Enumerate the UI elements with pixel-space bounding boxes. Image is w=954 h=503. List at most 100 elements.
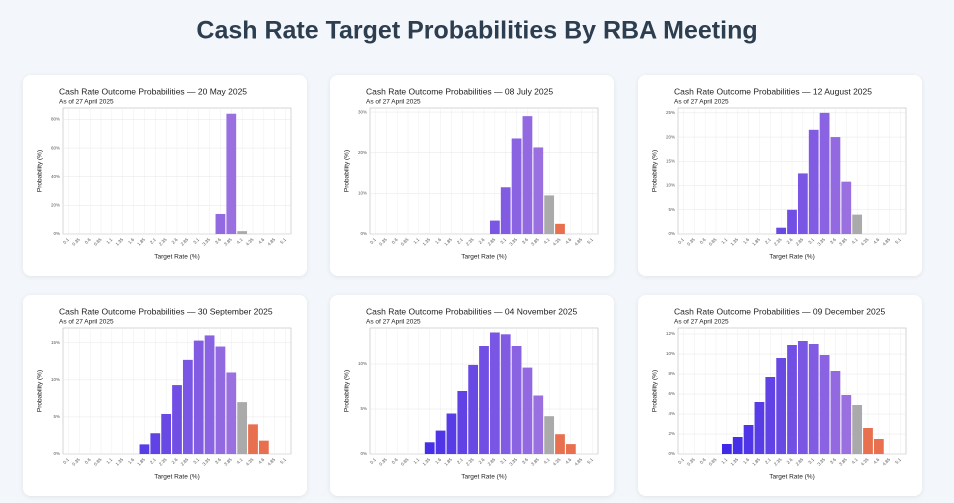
bar bbox=[258, 440, 269, 454]
x-tick-label: 0.6 bbox=[699, 457, 707, 465]
x-tick-label: 1.1 bbox=[105, 237, 113, 245]
x-tick-label: 3.35 bbox=[508, 237, 518, 247]
bar bbox=[489, 220, 500, 234]
y-tick-label: 25% bbox=[666, 110, 675, 115]
bar bbox=[237, 231, 248, 234]
x-tick-label: 0.35 bbox=[686, 237, 696, 247]
x-tick-label: 0.6 bbox=[699, 237, 707, 245]
x-tick-label: 4.35 bbox=[245, 457, 255, 467]
x-axis-label: Target Rate (%) bbox=[461, 474, 507, 481]
x-tick-label: 3.6 bbox=[829, 237, 837, 245]
chart-subtitle: As of 27 April 2025 bbox=[674, 319, 729, 326]
x-tick-label: 2.35 bbox=[158, 237, 168, 247]
chart-title: Cash Rate Outcome Probabilities — 08 Jul… bbox=[366, 86, 553, 96]
x-tick-label: 4.6 bbox=[872, 457, 880, 465]
x-tick-label: 3.35 bbox=[816, 237, 826, 247]
bar bbox=[776, 358, 787, 454]
bar bbox=[830, 137, 841, 234]
x-tick-label: 0.35 bbox=[71, 237, 81, 247]
bar bbox=[215, 346, 226, 454]
bar bbox=[841, 395, 852, 454]
x-axis-label: Target Rate (%) bbox=[461, 254, 507, 261]
x-tick-label: 1.35 bbox=[422, 237, 432, 247]
x-tick-label: 1.35 bbox=[730, 457, 740, 467]
x-tick-label: 5.1 bbox=[586, 457, 594, 465]
bar bbox=[841, 181, 852, 234]
x-tick-label: 5.1 bbox=[894, 457, 902, 465]
x-tick-label: 4.1 bbox=[543, 457, 551, 465]
bar bbox=[544, 416, 555, 454]
chart-title: Cash Rate Outcome Probabilities — 04 Nov… bbox=[366, 306, 577, 316]
x-tick-label: 1.6 bbox=[434, 237, 442, 245]
bar bbox=[743, 425, 754, 454]
x-tick-label: 2.85 bbox=[795, 237, 805, 247]
x-tick-label: 2.35 bbox=[158, 457, 168, 467]
x-tick-label: 2.6 bbox=[171, 457, 179, 465]
bar bbox=[754, 402, 765, 454]
y-tick-label: 0% bbox=[53, 451, 60, 456]
x-tick-label: 3.1 bbox=[807, 237, 815, 245]
x-tick-label: 0.1 bbox=[62, 457, 70, 465]
x-tick-label: 5.1 bbox=[894, 237, 902, 245]
x-tick-label: 4.85 bbox=[574, 237, 584, 247]
bar bbox=[500, 334, 511, 454]
bar bbox=[215, 213, 226, 234]
x-tick-label: 0.1 bbox=[62, 237, 70, 245]
x-tick-label: 1.85 bbox=[136, 237, 146, 247]
x-tick-label: 4.35 bbox=[552, 457, 562, 467]
y-tick-label: 10% bbox=[358, 361, 367, 366]
x-tick-label: 1.35 bbox=[422, 457, 432, 467]
x-tick-label: 2.35 bbox=[773, 237, 783, 247]
bar bbox=[172, 385, 182, 454]
x-axis-label: Target Rate (%) bbox=[769, 474, 815, 481]
x-tick-label: 2.85 bbox=[487, 237, 497, 247]
x-tick-label: 3.35 bbox=[201, 237, 211, 247]
x-tick-label: 3.35 bbox=[508, 457, 518, 467]
y-axis-label: Probability (%) bbox=[344, 370, 351, 412]
x-tick-label: 5.1 bbox=[279, 457, 287, 465]
x-tick-label: 0.85 bbox=[400, 457, 410, 467]
x-tick-label: 2.85 bbox=[487, 457, 497, 467]
bar bbox=[565, 444, 576, 454]
y-tick-label: 5% bbox=[668, 207, 675, 212]
y-tick-label: 20% bbox=[666, 134, 675, 139]
y-tick-label: 0% bbox=[360, 231, 367, 236]
chart-subtitle: As of 27 April 2025 bbox=[59, 319, 114, 326]
x-tick-label: 4.85 bbox=[882, 457, 892, 467]
y-tick-label: 0% bbox=[668, 231, 675, 236]
chart-title: Cash Rate Outcome Probabilities — 20 May… bbox=[59, 86, 247, 96]
bar bbox=[873, 439, 884, 454]
x-tick-label: 0.85 bbox=[93, 237, 103, 247]
bar bbox=[819, 112, 830, 234]
x-tick-label: 0.35 bbox=[71, 457, 81, 467]
y-axis-label: Probability (%) bbox=[652, 150, 659, 192]
x-tick-label: 3.85 bbox=[530, 457, 540, 467]
x-tick-label: 2.1 bbox=[456, 457, 464, 465]
y-axis-label: Probability (%) bbox=[37, 370, 44, 412]
x-tick-label: 2.6 bbox=[478, 457, 486, 465]
bar bbox=[819, 355, 830, 454]
y-tick-label: 60% bbox=[51, 145, 60, 150]
x-tick-label: 1.85 bbox=[751, 457, 761, 467]
x-tick-label: 2.1 bbox=[764, 457, 772, 465]
bar bbox=[787, 345, 797, 454]
x-tick-label: 1.85 bbox=[751, 237, 761, 247]
x-tick-label: 3.85 bbox=[838, 237, 848, 247]
x-tick-label: 1.6 bbox=[742, 237, 750, 245]
y-tick-label: 5% bbox=[360, 406, 367, 411]
x-tick-label: 1.1 bbox=[412, 457, 420, 465]
y-axis-label: Probability (%) bbox=[344, 150, 351, 192]
bar bbox=[489, 332, 500, 454]
y-tick-label: 10% bbox=[666, 351, 675, 356]
x-tick-label: 4.85 bbox=[882, 237, 892, 247]
bar bbox=[500, 187, 511, 234]
bar bbox=[150, 433, 161, 454]
chart-subtitle: As of 27 April 2025 bbox=[59, 99, 114, 106]
bar bbox=[237, 402, 248, 454]
x-tick-label: 0.85 bbox=[708, 457, 718, 467]
x-tick-label: 0.35 bbox=[378, 237, 388, 247]
x-tick-label: 5.1 bbox=[586, 237, 594, 245]
x-axis-label: Target Rate (%) bbox=[154, 474, 200, 481]
bar bbox=[204, 335, 215, 454]
chart-title: Cash Rate Outcome Probabilities — 09 Dec… bbox=[674, 306, 885, 316]
